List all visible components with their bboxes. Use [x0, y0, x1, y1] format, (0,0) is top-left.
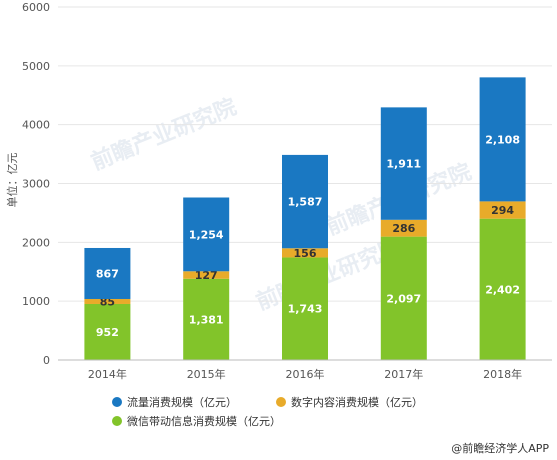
bar-segment [479, 201, 526, 219]
y-tick-label: 0 [43, 354, 50, 367]
x-tick-label: 2015年 [187, 367, 226, 381]
bar-segment [183, 271, 230, 279]
bar-segment [479, 77, 526, 202]
legend-label: 数字内容消费规模（亿元） [291, 395, 423, 409]
data-label: 1,381 [189, 313, 224, 326]
data-label: 294 [491, 204, 514, 217]
watermark-text: 前瞻产业研究院 [88, 94, 241, 176]
x-axis-ticks: 2014年 2015年 2016年 2017年 2018年 [88, 367, 522, 381]
legend-label: 流量消费规模（亿元） [127, 395, 237, 409]
legend: 流量消费规模（亿元） 数字内容消费规模（亿元） 微信带动信息消费规模（亿元） [112, 395, 423, 428]
legend-label: 微信带动信息消费规模（亿元） [127, 414, 281, 428]
y-tick-label: 2000 [22, 236, 50, 249]
bar-segment [282, 257, 328, 360]
bar-segment [84, 298, 131, 304]
y-axis-ticks: 0 1000 2000 3000 4000 5000 6000 [22, 1, 50, 367]
bar-segment [84, 303, 131, 360]
legend-marker [112, 397, 122, 407]
x-tick-label: 2016年 [286, 367, 325, 381]
bar-segment [380, 219, 427, 237]
x-tick-label: 2018年 [483, 367, 522, 381]
data-label: 1,254 [189, 228, 224, 241]
gridlines [58, 6, 552, 302]
data-label: 2,402 [485, 283, 520, 296]
y-tick-label: 6000 [22, 1, 50, 14]
bar-segment [183, 197, 230, 272]
bars: 952858671,3811271,2541,7431561,5872,0972… [84, 77, 526, 360]
y-axis-label: 单位：亿元 [5, 153, 19, 208]
data-label: 2,108 [485, 133, 520, 146]
data-label: 1,743 [288, 303, 323, 316]
bar-segment [84, 247, 131, 299]
y-tick-label: 5000 [22, 60, 50, 73]
bar-segment [380, 236, 427, 360]
y-tick-label: 1000 [22, 295, 50, 308]
legend-marker [276, 397, 286, 407]
data-label: 1,587 [288, 196, 323, 209]
source-credit: @前瞻经济学人APP [451, 441, 549, 455]
y-tick-label: 4000 [22, 119, 50, 132]
y-tick-label: 3000 [22, 178, 50, 191]
data-label: 952 [96, 326, 119, 339]
x-tick-label: 2014年 [88, 367, 127, 381]
data-label: 286 [392, 222, 415, 235]
data-label: 127 [195, 269, 218, 282]
bar-segment [183, 278, 230, 360]
data-label: 867 [96, 267, 119, 280]
legend-marker [112, 416, 122, 426]
bar-segment [479, 218, 526, 360]
bar-segment [282, 154, 328, 249]
data-label: 156 [294, 247, 317, 260]
data-label: 2,097 [386, 292, 421, 305]
data-label: 1,911 [386, 158, 421, 171]
bar-segment [380, 107, 427, 220]
bar-segment [282, 248, 328, 258]
x-tick-label: 2017年 [384, 367, 423, 381]
